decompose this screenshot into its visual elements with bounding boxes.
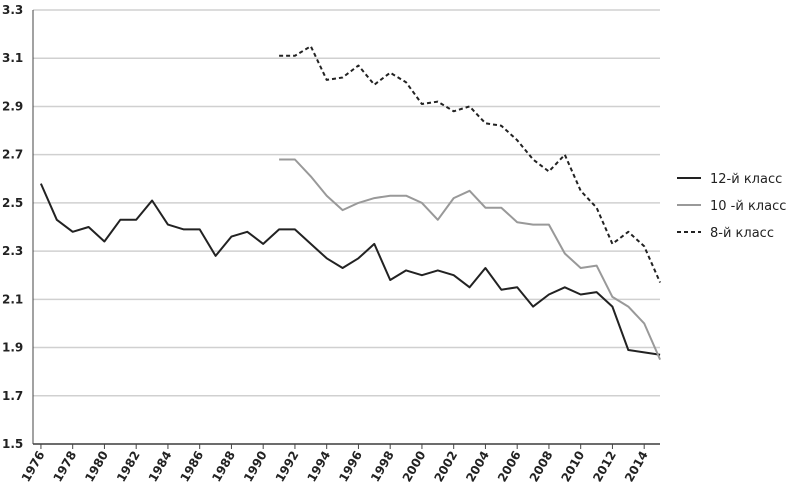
y-tick-label: 3.1 [2, 51, 23, 65]
x-tick-label: 1988 [209, 449, 238, 485]
x-tick-label: 2002 [431, 449, 460, 485]
y-tick-label: 2.1 [2, 292, 23, 306]
x-tick-label: 1998 [368, 449, 397, 485]
x-tick-label: 1980 [82, 449, 111, 485]
x-tick-label: 2010 [558, 449, 587, 485]
x-tick-label: 1990 [241, 449, 270, 485]
x-tick-label: 1992 [273, 449, 302, 485]
y-tick-label: 2.5 [2, 196, 23, 210]
x-tick-label: 2004 [463, 449, 492, 485]
legend-label: 10 -й класс [710, 199, 786, 214]
x-tick-label: 2014 [622, 449, 651, 485]
y-tick-label: 3.3 [2, 3, 23, 17]
x-tick-label: 1996 [336, 449, 365, 485]
x-tick-label: 1976 [19, 449, 48, 485]
x-tick-label: 1984 [146, 449, 175, 485]
y-tick-label: 2.7 [2, 148, 23, 162]
series-line [39, 183, 661, 356]
x-tick-label: 1994 [304, 449, 333, 485]
y-tick-label: 1.9 [2, 341, 23, 355]
series-line [279, 45, 662, 283]
legend-label: 8-й класс [710, 226, 774, 241]
y-tick-label: 2.9 [2, 99, 23, 113]
x-tick-label: 2012 [590, 449, 619, 485]
y-tick-label: 2.3 [2, 244, 23, 258]
x-tick-label: 1978 [50, 449, 79, 485]
series-line [279, 158, 662, 361]
y-tick-label: 1.7 [2, 389, 23, 403]
x-tick-label: 1982 [114, 449, 143, 485]
x-tick-label: 2006 [495, 449, 524, 485]
x-tick-label: 2000 [400, 449, 429, 485]
y-tick-label: 1.5 [2, 437, 23, 451]
legend-label: 12-й класс [710, 172, 782, 187]
x-tick-label: 1986 [177, 449, 206, 485]
x-tick-label: 2008 [527, 449, 556, 485]
